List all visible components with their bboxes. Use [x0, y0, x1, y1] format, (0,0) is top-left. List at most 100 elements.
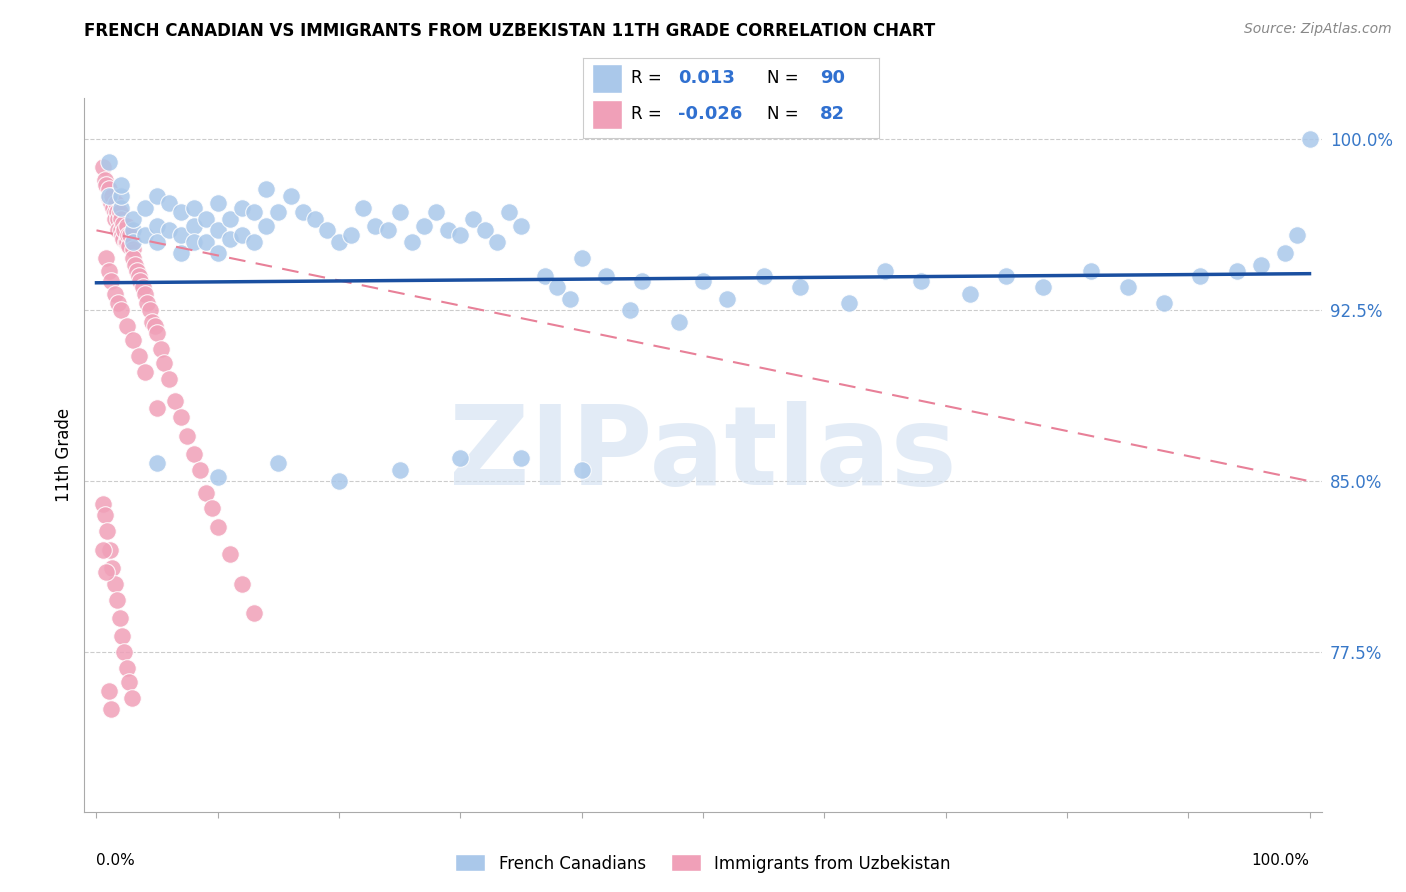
- Point: [100, 702, 122, 716]
- Point: [1080, 264, 1102, 278]
- Point: [231, 576, 253, 591]
- Point: [1226, 264, 1249, 278]
- Text: 0.0%: 0.0%: [97, 853, 135, 868]
- Point: [231, 201, 253, 215]
- Bar: [592, 63, 621, 93]
- Text: FRENCH CANADIAN VS IMMIGRANTS FROM UZBEKISTAN 11TH GRADE CORRELATION CHART: FRENCH CANADIAN VS IMMIGRANTS FROM UZBEK…: [84, 22, 935, 40]
- Point: [122, 223, 145, 237]
- Point: [546, 280, 568, 294]
- Point: [91, 497, 114, 511]
- Point: [243, 205, 266, 219]
- Point: [219, 547, 242, 561]
- Point: [157, 196, 180, 211]
- Point: [280, 189, 302, 203]
- Point: [1274, 246, 1296, 260]
- Point: [183, 447, 205, 461]
- Text: Source: ZipAtlas.com: Source: ZipAtlas.com: [1244, 22, 1392, 37]
- Point: [97, 182, 120, 196]
- Point: [207, 196, 229, 211]
- Point: [104, 211, 127, 226]
- Point: [1153, 296, 1175, 310]
- Point: [110, 178, 132, 192]
- Point: [461, 211, 484, 226]
- Point: [91, 160, 114, 174]
- Point: [752, 268, 775, 283]
- Point: [101, 189, 124, 203]
- Point: [194, 235, 217, 249]
- Point: [304, 211, 326, 226]
- Point: [254, 219, 277, 233]
- Text: 82: 82: [820, 105, 845, 123]
- Point: [207, 469, 229, 483]
- Point: [291, 205, 314, 219]
- Point: [146, 456, 169, 470]
- Point: [1250, 258, 1272, 272]
- Point: [692, 273, 714, 287]
- Point: [100, 273, 122, 287]
- Point: [510, 219, 533, 233]
- Point: [111, 227, 134, 242]
- Point: [97, 155, 120, 169]
- Point: [134, 365, 156, 379]
- Point: [485, 235, 508, 249]
- Point: [149, 342, 172, 356]
- Point: [107, 296, 129, 310]
- Point: [668, 314, 690, 328]
- Text: 0.013: 0.013: [678, 69, 735, 87]
- Point: [97, 189, 120, 203]
- Point: [124, 258, 146, 272]
- Point: [352, 201, 374, 215]
- Point: [94, 508, 117, 523]
- Point: [188, 463, 211, 477]
- Point: [108, 205, 131, 219]
- Text: 100.0%: 100.0%: [1251, 853, 1309, 868]
- Point: [425, 205, 447, 219]
- Point: [183, 201, 205, 215]
- Point: [105, 592, 128, 607]
- Point: [94, 173, 117, 187]
- Point: [122, 333, 145, 347]
- Point: [112, 223, 135, 237]
- Point: [115, 319, 138, 334]
- Point: [183, 235, 205, 249]
- Point: [98, 542, 121, 557]
- Point: [716, 292, 738, 306]
- Text: N =: N =: [766, 69, 803, 87]
- Point: [449, 227, 471, 242]
- Point: [131, 280, 153, 294]
- Point: [125, 264, 148, 278]
- Point: [364, 219, 387, 233]
- Point: [105, 205, 128, 219]
- Point: [97, 191, 120, 205]
- Point: [108, 611, 131, 625]
- Point: [134, 227, 156, 242]
- Point: [1116, 280, 1139, 294]
- Text: R =: R =: [631, 105, 666, 123]
- Point: [534, 268, 557, 283]
- Point: [141, 314, 163, 328]
- Point: [118, 674, 141, 689]
- Text: ZIPatlas: ZIPatlas: [449, 401, 957, 508]
- Point: [112, 217, 135, 231]
- Point: [243, 607, 266, 621]
- Bar: [592, 100, 621, 128]
- Point: [558, 292, 581, 306]
- Point: [170, 227, 193, 242]
- Point: [110, 223, 132, 237]
- Point: [96, 178, 118, 192]
- Point: [170, 205, 193, 219]
- Point: [104, 205, 127, 219]
- Point: [165, 394, 187, 409]
- Point: [619, 303, 641, 318]
- Point: [128, 268, 150, 283]
- Text: -0.026: -0.026: [678, 105, 742, 123]
- Point: [122, 235, 145, 249]
- Point: [91, 542, 114, 557]
- Point: [183, 219, 205, 233]
- Point: [194, 485, 217, 500]
- Point: [377, 223, 399, 237]
- Point: [110, 303, 132, 318]
- Point: [328, 235, 350, 249]
- Text: 90: 90: [820, 69, 845, 87]
- Point: [110, 201, 132, 215]
